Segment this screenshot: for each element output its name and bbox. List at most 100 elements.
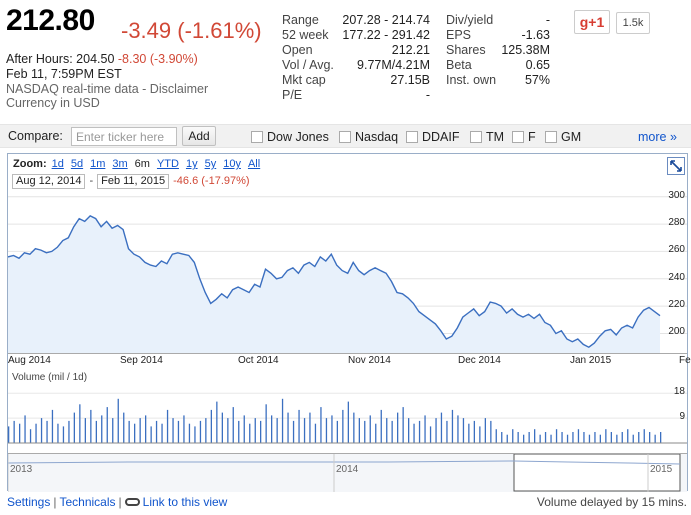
quote-timestamp: Feb 11, 7:59PM EST (6, 67, 122, 81)
add-ticker-button[interactable]: Add (182, 126, 216, 146)
volume-bar (501, 432, 503, 443)
compare-ddaif-checkbox[interactable]: DDAIF (406, 130, 460, 144)
link-to-view[interactable]: Link to this view (142, 495, 228, 509)
volume-tick-label: 18 (673, 386, 685, 398)
zoom-5d[interactable]: 5d (70, 158, 84, 170)
zoom-6m[interactable]: 6m (134, 158, 150, 170)
volume-bar (413, 423, 415, 443)
compare-dow-jones-checkbox[interactable]: Dow Jones (251, 130, 329, 144)
volume-bar (254, 418, 256, 443)
x-tick-label: Sep 2014 (120, 355, 163, 366)
zoom-controls: Zoom: 1d 5d 1m 3m 6m YTD 1y 5y 10y All (13, 158, 267, 170)
stat-value: 212.21 (391, 43, 430, 57)
compare-option-label: DDAIF (422, 130, 460, 144)
volume-bar (358, 418, 360, 443)
volume-bar (523, 434, 525, 443)
zoom-1y[interactable]: 1y (185, 158, 198, 170)
zoom-10y[interactable]: 10y (223, 158, 241, 170)
volume-label: Volume (mil / 1d) (12, 372, 88, 383)
x-axis: Aug 2014 Sep 2014 Oct 2014 Nov 2014 Dec 2014… (8, 353, 691, 367)
stat-value: 177.22 - 291.42 (342, 28, 430, 42)
volume-bar (90, 409, 92, 443)
settings-link[interactable]: Settings (7, 495, 51, 509)
ticker-input[interactable] (71, 127, 177, 146)
navigator-selection[interactable] (513, 454, 681, 492)
volume-bar (205, 418, 207, 443)
compare-gm-checkbox[interactable]: GM (545, 130, 581, 144)
zoom-5y[interactable]: 5y (204, 158, 217, 170)
volume-bar (599, 434, 601, 443)
y-tick-label: 200 (668, 326, 685, 338)
zoom-1d[interactable]: 1d (51, 158, 64, 170)
volume-bar (35, 423, 37, 443)
volume-bar (227, 418, 229, 443)
volume-bar (544, 432, 547, 443)
volume-bar (638, 432, 640, 443)
checkbox-icon[interactable] (470, 131, 482, 143)
zoom-all[interactable]: All (247, 158, 261, 170)
navigator-year-label: 2013 (10, 464, 33, 475)
volume-bar (150, 426, 152, 443)
stat-label: Div/yield (446, 13, 494, 27)
google-plus-button[interactable]: g+1 (574, 10, 610, 34)
stat-row: P/E - (282, 88, 430, 103)
compare-nasdaq-checkbox[interactable]: Nasdaq (339, 130, 398, 144)
volume-bar (451, 409, 454, 443)
technicals-link[interactable]: Technicals (59, 495, 116, 509)
compare-f-checkbox[interactable]: F (512, 130, 536, 144)
checkbox-icon[interactable] (251, 131, 263, 143)
zoom-options: 1d 5d 1m 3m 6m YTD 1y 5y 10y All (52, 158, 268, 170)
stat-row: Div/yield - (446, 13, 550, 28)
volume-delay-note: Volume delayed by 15 mins. (536, 495, 687, 509)
expand-icon[interactable] (667, 157, 685, 175)
volume-bar (353, 412, 355, 443)
stat-row: 52 week 177.22 - 291.42 (282, 28, 430, 43)
zoom-ytd[interactable]: YTD (156, 158, 179, 170)
checkbox-icon[interactable] (512, 131, 524, 143)
volume-bar (24, 415, 26, 443)
range-navigator[interactable]: 2013 2014 2015 (8, 453, 687, 492)
volume-bar (555, 429, 558, 443)
volume-bar (172, 418, 174, 443)
volume-bar (375, 423, 377, 443)
volume-bar (424, 415, 426, 443)
volume-bar (298, 409, 300, 443)
range-start-date[interactable]: Aug 12, 2014 (12, 174, 86, 189)
navigator-line (8, 460, 681, 465)
more-link[interactable]: more » (638, 130, 677, 144)
zoom-3m[interactable]: 3m (112, 158, 128, 170)
volume-bar (336, 420, 338, 443)
volume-bar (331, 415, 333, 443)
price-chart-svg[interactable] (8, 194, 687, 359)
volume-bar (583, 432, 585, 443)
stat-label: Mkt cap (282, 73, 326, 87)
volume-bar (106, 407, 108, 443)
navigator-svg[interactable] (8, 454, 687, 492)
x-tick-label: Aug 2014 (8, 355, 51, 366)
volume-bar (276, 418, 278, 443)
volume-bar (528, 432, 530, 443)
navigator-year-label: 2014 (336, 464, 359, 475)
price-plot[interactable]: 300 280 260 240 220 200 (8, 190, 687, 364)
stock-chart: Zoom: 1d 5d 1m 3m 6m YTD 1y 5y 10y All Aug 12, 201… (7, 153, 691, 492)
compare-tm-checkbox[interactable]: TM (470, 130, 504, 144)
volume-bar (369, 415, 371, 443)
zoom-label: Zoom: (13, 158, 47, 170)
stat-label: Range (282, 13, 319, 27)
checkbox-icon[interactable] (406, 131, 418, 143)
range-end-date[interactable]: Feb 11, 2015 (97, 174, 170, 189)
volume-bar (484, 418, 486, 443)
checkbox-icon[interactable] (339, 131, 351, 143)
checkbox-icon[interactable] (545, 131, 557, 143)
volume-bar (40, 418, 43, 443)
stat-row: Beta 0.65 (446, 58, 550, 73)
after-hours-label: After Hours: (6, 52, 73, 66)
data-source: NASDAQ real-time data - Disclaimer (6, 82, 209, 96)
stat-label: Open (282, 43, 313, 57)
stat-label: Beta (446, 58, 472, 72)
zoom-1m[interactable]: 1m (90, 158, 106, 170)
compare-option-label: F (528, 130, 536, 144)
volume-bar (281, 398, 284, 443)
stat-value: 27.15B (390, 73, 430, 87)
after-hours-change: -8.30 (-3.90%) (117, 52, 198, 66)
